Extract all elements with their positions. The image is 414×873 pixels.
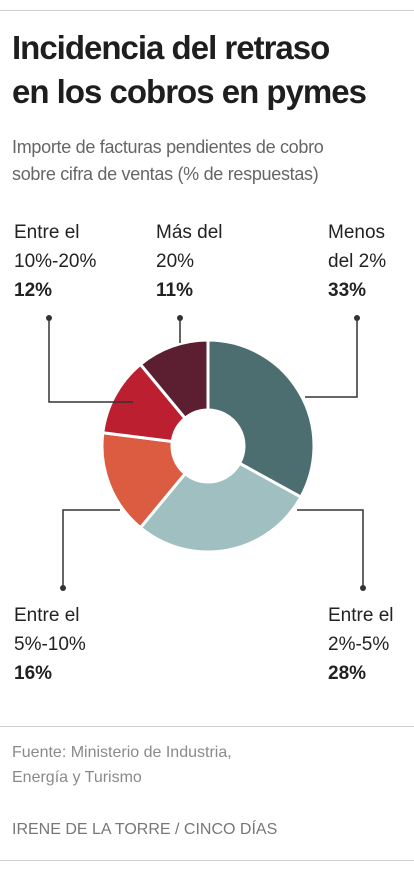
- footer-rule: [0, 726, 414, 727]
- chart-title: Incidencia del retraso en los cobros en …: [12, 26, 408, 114]
- donut-slices: [100, 338, 316, 554]
- leader-line-entre2-5: [297, 509, 364, 588]
- label-entre-5-10: Entre el 5%-10% 16%: [14, 601, 86, 688]
- source-line-2: Energía y Turismo: [12, 769, 142, 786]
- donut-slice-entre-el-2-5: [138, 461, 303, 554]
- leader-dot-menos2: [354, 315, 360, 321]
- label-menos-2-line2: del 2%: [328, 251, 387, 272]
- author-credit: IRENE DE LA TORRE / CINCO DÍAS: [12, 821, 278, 838]
- label-menos-2: Menos del 2% 33%: [328, 218, 386, 305]
- label-mas-20-pct: 11%: [156, 280, 193, 301]
- label-mas-20-line2: 20%: [156, 251, 195, 272]
- title-line-2: en los cobros en pymes: [12, 73, 367, 110]
- label-entre-5-10-pct: 16%: [14, 663, 53, 684]
- leader-line-menos2: [305, 318, 358, 398]
- donut-slice-m-s-del-20: [138, 338, 210, 421]
- label-entre-2-5: Entre el 2%-5% 28%: [328, 601, 393, 688]
- leader-lines: [46, 315, 366, 591]
- label-entre-10-20-line1: Entre el: [14, 222, 80, 243]
- leader-dot-entre5-10: [60, 585, 66, 591]
- label-menos-2-line1: Menos: [328, 222, 386, 243]
- label-menos-2-pct: 33%: [328, 280, 367, 301]
- subtitle-line-2: sobre cifra de ventas (% de respuestas): [12, 164, 319, 184]
- leader-line-entre5-10: [62, 509, 120, 588]
- chart-subtitle: Importe de facturas pendientes de cobro …: [12, 134, 408, 188]
- label-entre-5-10-line2: 5%-10%: [14, 634, 86, 655]
- donut-slice-entre-el-5-10: [100, 431, 188, 530]
- title-line-1: Incidencia del retraso: [12, 29, 330, 66]
- subtitle-line-1: Importe de facturas pendientes de cobro: [12, 137, 324, 157]
- label-entre-2-5-pct: 28%: [328, 663, 367, 684]
- label-entre-2-5-line1: Entre el: [328, 605, 394, 626]
- leader-line-entre10-20: [48, 318, 133, 403]
- label-mas-20: Más del 20% 11%: [156, 218, 223, 305]
- label-entre-10-20-pct: 12%: [14, 280, 53, 301]
- leader-dot-entre2-5: [360, 585, 366, 591]
- label-entre-10-20-line2: 10%-20%: [14, 251, 97, 272]
- label-entre-10-20: Entre el 10%-20% 12%: [14, 218, 96, 305]
- source-line-1: Fuente: Ministerio de Industria,: [12, 744, 232, 761]
- bottom-rule: [0, 860, 414, 861]
- leader-dot-entre10-20: [46, 315, 52, 321]
- label-entre-2-5-line2: 2%-5%: [328, 634, 390, 655]
- source-note: Fuente: Ministerio de Industria, Energía…: [12, 740, 408, 790]
- label-mas-20-line1: Más del: [156, 222, 223, 243]
- donut-slice-menos-del-2: [206, 338, 316, 500]
- label-entre-5-10-line1: Entre el: [14, 605, 80, 626]
- top-rule: [0, 10, 414, 11]
- leader-dot-mas20: [177, 315, 183, 321]
